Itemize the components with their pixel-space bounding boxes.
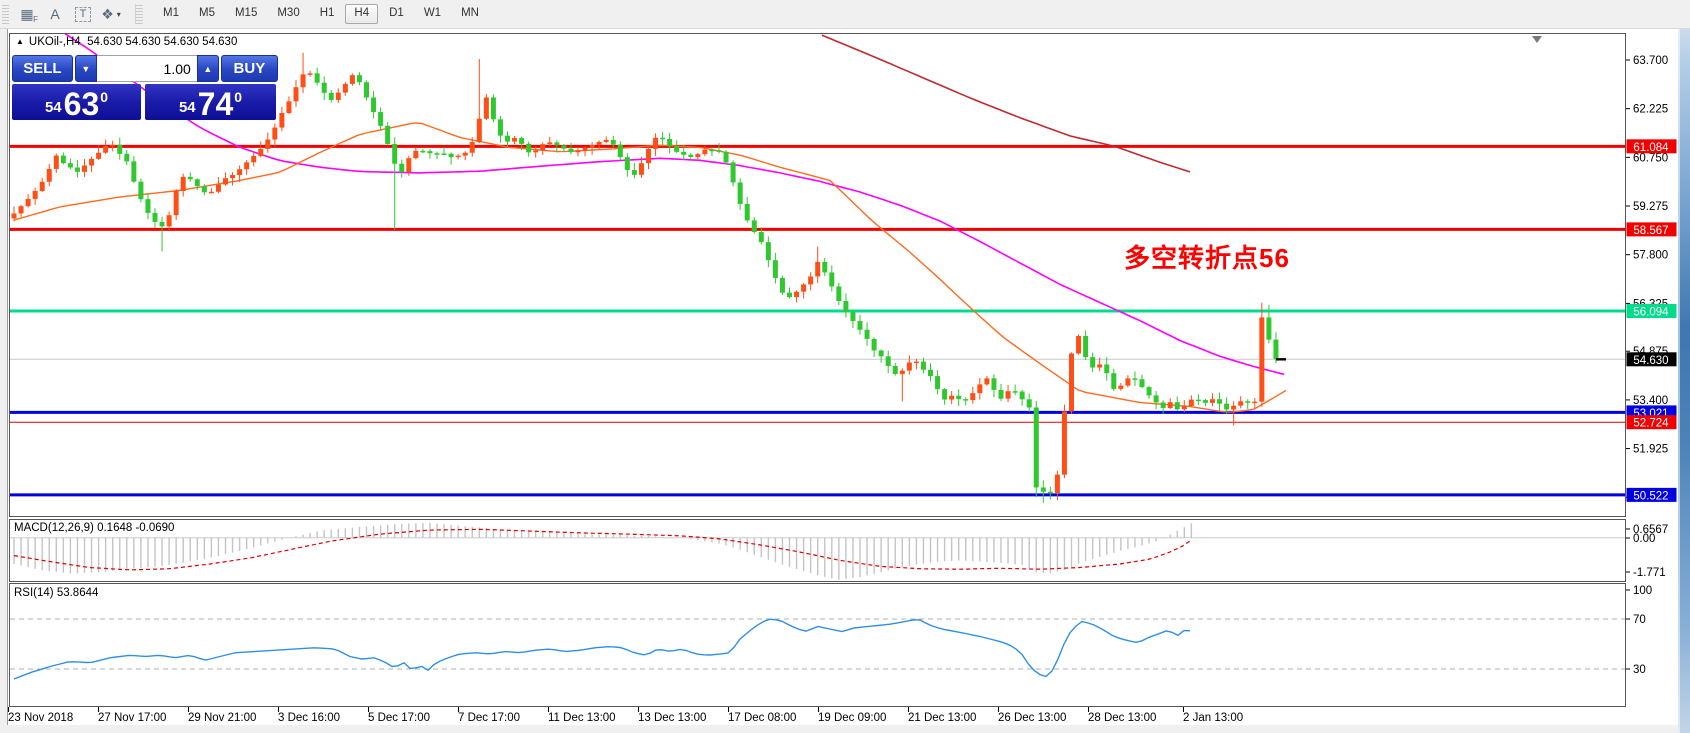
time-tick: 11 Dec 13:00 (548, 712, 616, 724)
macd-axis-0.6567: 0.6567 (1633, 524, 1668, 536)
time-tick: 21 Dec 13:00 (908, 712, 976, 724)
autoscroll-marker-icon (1532, 36, 1542, 43)
price-tick-53.400: 53.400 (1633, 395, 1668, 407)
macd-pane[interactable] (10, 522, 1625, 580)
time-tick: 17 Dec 08:00 (728, 712, 796, 724)
svg-text:58.567: 58.567 (1633, 225, 1668, 237)
text-box-icon[interactable]: T (71, 3, 95, 25)
price-tick-62.225: 62.225 (1633, 104, 1668, 116)
time-tick: 23 Nov 2018 (8, 712, 73, 724)
price-tag-50.522 (1626, 487, 1677, 502)
time-tick: 2 Jan 13:00 (1183, 712, 1243, 724)
toolbar-icon-group: ▦ F A T ❖ ▾ (13, 3, 125, 25)
volume-input[interactable] (96, 55, 197, 82)
toolbar-grip-handle[interactable] (2, 4, 9, 24)
timeframe-button-mn[interactable]: MN (461, 7, 479, 20)
timeframe-button-m5[interactable]: M5 (198, 7, 215, 20)
buy-price-sup: 0 (234, 89, 243, 105)
sell-price-display[interactable]: 54 63 0 (12, 84, 141, 120)
macd-axis--1.771: -1.771 (1633, 567, 1666, 579)
macd-signal-line (13, 528, 1191, 571)
time-tick: 13 Dec 13:00 (638, 712, 706, 724)
timeframe-button-d1[interactable]: D1 (389, 7, 404, 20)
price-tick-57.800: 57.800 (1633, 250, 1668, 262)
rsi-line (13, 618, 1191, 680)
buy-price-big: 74 (197, 85, 234, 122)
chart-title-text: UKOil-,H4 54.630 54.630 54.630 54.630 (28, 36, 238, 48)
toolbar: ▦ F A T ❖ ▾ M1 M5 M15 M30 H1 H4 D1 W1 MN (0, 0, 1690, 29)
bottom-window-edge (0, 725, 1690, 733)
current-price-dash (1276, 358, 1286, 361)
ma-slow-magenta (64, 34, 1285, 376)
macd-indicator-label: MACD(12,26,9) 0.1648 -0.0690 (14, 522, 175, 534)
toolbar-separator (135, 4, 143, 24)
rsi-axis-30: 30 (1633, 664, 1646, 676)
time-tick: 19 Dec 09:00 (818, 712, 886, 724)
buy-button[interactable]: BUY (220, 55, 278, 82)
objects-arrange-icon[interactable]: ❖ ▾ (101, 6, 121, 22)
chart-text-annotation[interactable]: 多空转折点56 (1124, 243, 1290, 273)
timeframe-button-m1[interactable]: M1 (163, 7, 179, 20)
text-label-icon[interactable]: A (50, 6, 60, 22)
buy-price-prefix: 54 (178, 99, 196, 116)
collapse-arrow-icon[interactable]: ▲ (16, 37, 24, 46)
volume-decrease-button[interactable]: ▼ (74, 55, 97, 82)
time-tick: 7 Dec 17:00 (458, 712, 520, 724)
svg-text:52.724: 52.724 (1633, 418, 1669, 430)
price-tick-59.275: 59.275 (1633, 201, 1668, 213)
macd-axis-0.00: 0.00 (1633, 533, 1655, 545)
timeframe-button-m30[interactable]: M30 (277, 7, 300, 20)
rsi-indicator-label: RSI(14) 53.8644 (14, 587, 99, 599)
svg-text:50.522: 50.522 (1633, 490, 1668, 502)
chart-title: ▲ UKOil-,H4 54.630 54.630 54.630 54.630 (16, 36, 237, 48)
volume-stepper: ▼ ▲ (74, 55, 219, 82)
price-tag-54.630 (1626, 352, 1677, 367)
time-tick: 28 Dec 13:00 (1088, 712, 1156, 724)
price-tag-58.567 (1626, 222, 1677, 237)
price-tick-63.700: 63.700 (1633, 55, 1668, 67)
price-tick-60.750: 60.750 (1633, 152, 1668, 164)
timeframe-button-w1[interactable]: W1 (423, 7, 442, 20)
sell-price-big: 63 (63, 85, 100, 122)
timeframe-button-group: M1 M5 M15 M30 H1 H4 D1 W1 MN (153, 4, 489, 24)
left-window-edge (0, 28, 8, 733)
buy-price-display[interactable]: 54 74 0 (145, 84, 276, 120)
svg-text:54.630: 54.630 (1633, 355, 1668, 367)
sell-price-sup: 0 (100, 89, 109, 105)
rsi-axis-100: 100 (1633, 585, 1652, 597)
sell-price-prefix: 54 (44, 99, 62, 116)
volume-increase-button[interactable]: ▲ (196, 55, 219, 82)
price-tag-56.094 (1626, 303, 1677, 318)
timeframe-button-h4[interactable]: H4 (345, 4, 379, 24)
rsi-axis-70: 70 (1633, 614, 1646, 626)
time-tick: 5 Dec 17:00 (368, 712, 430, 724)
timeframe-button-h1[interactable]: H1 (319, 7, 335, 20)
svg-text:61.084: 61.084 (1633, 142, 1669, 154)
time-tick: 26 Dec 13:00 (998, 712, 1066, 724)
time-tick: 27 Nov 17:00 (98, 712, 166, 724)
grid-f-icon[interactable]: ▦ F (20, 6, 38, 24)
rsi-pane[interactable] (10, 618, 1625, 680)
price-tick-51.925: 51.925 (1633, 444, 1668, 456)
main-price-pane[interactable] (10, 30, 1625, 503)
time-tick: 29 Nov 21:00 (188, 712, 256, 724)
price-tag-52.724 (1626, 415, 1677, 430)
time-tick: 3 Dec 16:00 (278, 712, 340, 724)
price-tag-61.084 (1626, 139, 1677, 154)
svg-text:56.094: 56.094 (1633, 306, 1669, 318)
timeframe-button-m15[interactable]: M15 (234, 7, 258, 20)
sell-button[interactable]: SELL (12, 55, 73, 82)
right-window-scrollbar[interactable] (1678, 0, 1690, 733)
ma-long-darkred (821, 34, 1191, 173)
